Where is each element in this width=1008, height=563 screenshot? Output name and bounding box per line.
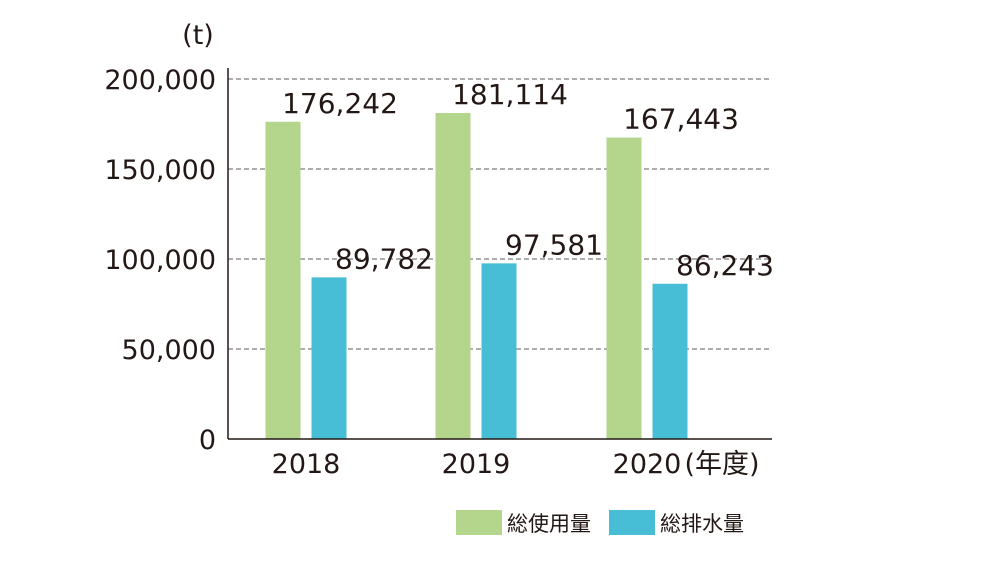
bar-2020-series-1 [652, 283, 688, 439]
legend-swatch [456, 510, 502, 535]
bar-value-label: 97,581 [505, 228, 603, 261]
bar-value-label: 167,443 [623, 103, 739, 136]
legend-swatch [609, 510, 655, 535]
bar-2018-series-1 [311, 277, 347, 439]
data-labels: 176,242 181,114 167,443 89,782 97,581 86,243 [282, 78, 774, 282]
bar-value-label: 86,243 [676, 249, 774, 282]
legend-label: 総使用量 [507, 512, 591, 536]
y-tick-label: 100,000 [104, 245, 216, 276]
x-tick-label: 2018 [272, 449, 341, 480]
y-tick-label: 150,000 [104, 155, 216, 186]
y-tick-labels: 0 50,000 100,000 150,000 200,000 [104, 65, 216, 456]
y-tick-label: 0 [199, 425, 216, 456]
bar-value-label: 89,782 [335, 242, 433, 275]
bar-value-label: 176,242 [282, 87, 398, 120]
y-unit-label: (t) [182, 20, 214, 51]
x-unit-label: (年度) [684, 449, 759, 480]
legend-label: 総排水量 [660, 512, 744, 536]
bar-2019-series-0 [435, 112, 471, 439]
bar-2018-series-0 [265, 121, 301, 439]
y-tick-label: 200,000 [104, 65, 216, 96]
x-tick-labels: 2018 2019 2020 [272, 449, 682, 480]
x-tick-label: 2020 [613, 449, 682, 480]
bar-value-label: 181,114 [452, 78, 568, 111]
y-tick-label: 50,000 [122, 335, 216, 366]
legend: 総使用量 総排水量 [456, 510, 744, 536]
x-tick-label: 2019 [442, 449, 511, 480]
bar-2020-series-0 [606, 137, 642, 439]
bars [265, 112, 688, 439]
bar-2019-series-1 [481, 263, 517, 439]
